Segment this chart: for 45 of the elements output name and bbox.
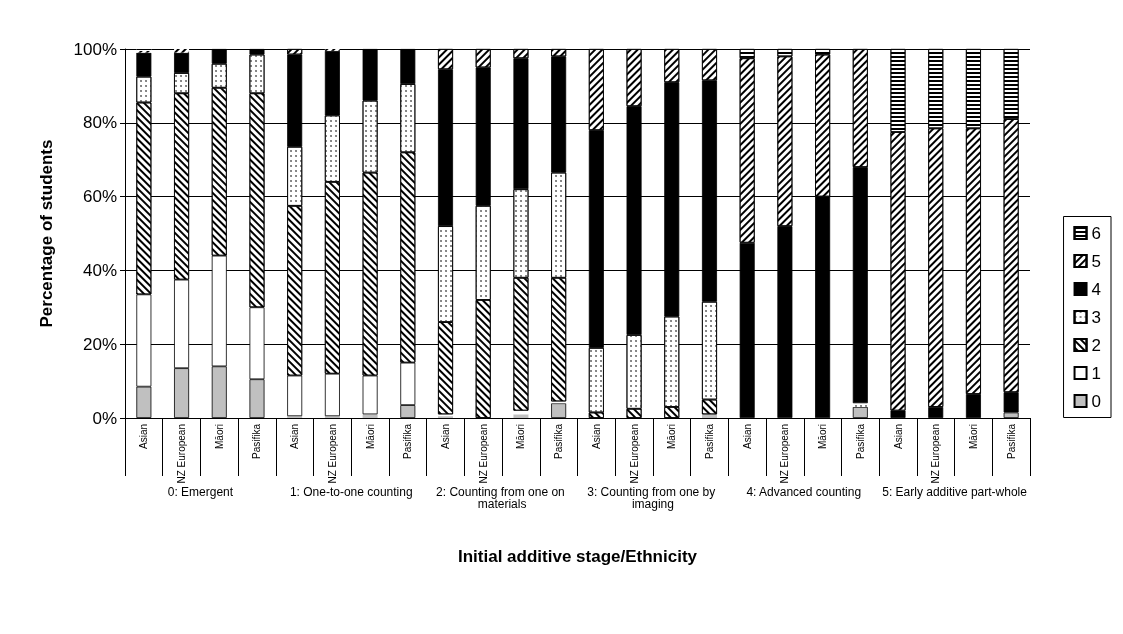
legend-label: 0 <box>1091 391 1102 411</box>
x-tick-label: NZ European <box>477 424 489 484</box>
x-tick-label: Pasifika <box>251 423 263 460</box>
x-tick-label: Māori <box>817 424 829 450</box>
x-tick-label: Asian <box>289 424 301 450</box>
x-tick-label: NZ European <box>176 424 188 484</box>
text: 0: Emergent <box>167 485 234 499</box>
x-tick-label: NZ European <box>930 424 942 484</box>
x-tick-label: Asian <box>892 424 904 450</box>
text: 2: Counting from one on materials <box>436 485 569 511</box>
y-tick-label: 0% <box>92 408 117 428</box>
legend-label: 6 <box>1091 223 1102 243</box>
y-tick-label: 80% <box>82 113 117 133</box>
legend-label: 2 <box>1091 335 1102 355</box>
x-tick-label: Māori <box>213 424 225 450</box>
x-tick-label: NZ European <box>779 424 791 484</box>
x-tick-label: Māori <box>666 424 678 450</box>
x-tick-label: Pasifika <box>1005 423 1017 460</box>
y-axis-title: Percentage of students <box>37 139 56 328</box>
y-tick-label: 60% <box>82 187 117 207</box>
y-tick-label: 100% <box>73 39 117 59</box>
x-tick-label: Asian <box>440 424 452 450</box>
x-tick-label: Māori <box>364 424 376 450</box>
x-tick-label: Pasifika <box>703 423 715 460</box>
x-tick-label: NZ European <box>326 424 338 484</box>
x-tick-label: Asian <box>138 424 150 450</box>
text: 1: One-to-one counting <box>289 485 413 499</box>
y-tick-label: 40% <box>82 260 117 280</box>
x-tick-label: Māori <box>515 424 527 450</box>
x-tick-label: Pasifika <box>402 423 414 460</box>
x-tick-label: Māori <box>967 424 979 450</box>
x-axis-title: Initial additive stage/Ethnicity <box>458 547 698 566</box>
legend-label: 4 <box>1091 279 1102 299</box>
legend-label: 1 <box>1091 363 1102 383</box>
x-tick-label: Pasifika <box>553 423 565 460</box>
text: 3: Counting from one by imaging <box>587 485 719 511</box>
x-tick-label: Pasifika <box>854 423 866 460</box>
text: 4: Advanced counting <box>746 485 862 499</box>
legend-label: 3 <box>1091 307 1102 327</box>
x-tick-label: Asian <box>741 424 753 450</box>
x-tick-label: NZ European <box>628 424 640 484</box>
x-tick-label: Asian <box>590 424 602 450</box>
text: 5: Early additive part-whole <box>882 485 1028 499</box>
legend-label: 5 <box>1091 251 1102 271</box>
y-tick-label: 20% <box>82 334 117 354</box>
